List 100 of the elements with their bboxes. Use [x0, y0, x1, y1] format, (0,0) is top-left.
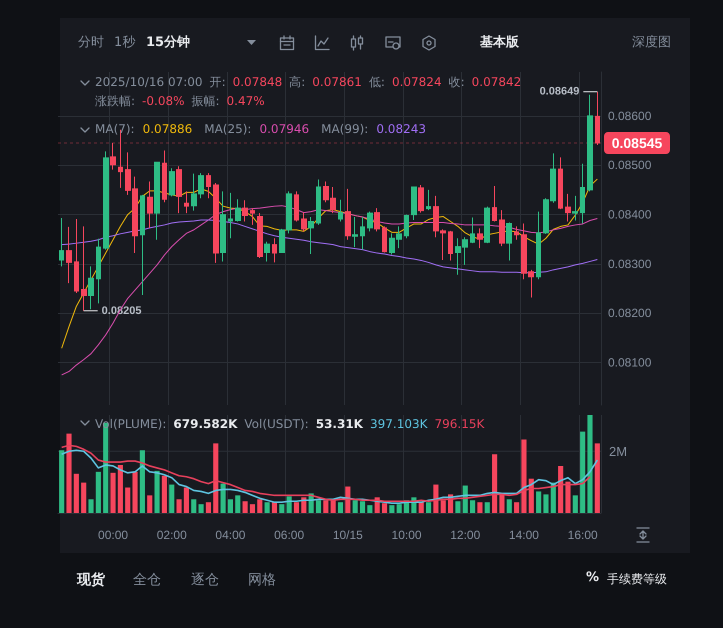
x-tick-label: 14:00: [508, 528, 540, 542]
candlestick: [250, 208, 255, 226]
x-tick-label: 04:00: [215, 528, 246, 542]
bar: [477, 502, 482, 513]
candlestick: [506, 222, 512, 261]
bar: [125, 488, 130, 513]
candlestick: [206, 172, 211, 199]
text: 现货: [77, 572, 105, 588]
text: 深度图: [632, 35, 671, 51]
candlestick: [374, 208, 380, 232]
bar: [580, 432, 586, 513]
bar: [382, 503, 388, 513]
bar: [338, 502, 344, 513]
text: 全仓: [133, 572, 161, 588]
annotation: Vol(PLUME):: [95, 417, 166, 431]
candlestick: [169, 168, 175, 197]
text: 分时: [78, 35, 104, 51]
candlestick: [294, 190, 299, 222]
annotation: 开:: [210, 75, 226, 89]
y-tick-label: 0.08100: [608, 356, 652, 370]
candlestick: [536, 211, 541, 280]
bar: [506, 499, 512, 513]
candlestick: [59, 218, 64, 267]
candlestick: [140, 194, 145, 296]
bar: [536, 491, 542, 513]
bar: [360, 501, 366, 513]
bar: [272, 502, 278, 513]
annotation: -0.08%: [142, 94, 184, 108]
line-series: [61, 205, 598, 376]
candlestick: [66, 226, 72, 284]
bar: [242, 501, 248, 513]
bar: [565, 482, 571, 513]
candlestick: [514, 226, 519, 240]
annotation: MA(99):: [321, 122, 368, 136]
bar: [389, 505, 394, 513]
bar: [169, 484, 174, 513]
candlestick: [565, 193, 571, 222]
text: 网格: [248, 572, 276, 588]
candlestick: [81, 226, 87, 312]
bar: [147, 495, 152, 513]
candlestick: [352, 216, 358, 248]
bar: [396, 504, 402, 513]
candlestick: [492, 185, 497, 222]
candlestick: [338, 199, 343, 222]
bar: [594, 443, 600, 513]
candlestick: [470, 217, 475, 244]
candlestick: [316, 179, 321, 226]
annotation: MA(7):: [95, 122, 135, 136]
candlestick: [367, 211, 373, 232]
candlestick: [580, 163, 585, 224]
bar: [316, 500, 322, 513]
candlestick: [154, 162, 160, 240]
candlestick: [404, 214, 409, 239]
bar: [88, 499, 94, 513]
annotation: 796.15K: [434, 417, 484, 431]
text: 基本版: [480, 35, 519, 51]
candlestick: [272, 238, 277, 263]
candlestick: [242, 200, 248, 222]
bar: [191, 499, 196, 513]
candlestick: [426, 189, 431, 211]
bar: [587, 415, 593, 513]
candlestick: [382, 226, 387, 254]
candlestick: [484, 206, 490, 244]
x-tick-label: 06:00: [274, 528, 304, 542]
bar: [96, 472, 101, 513]
bar: [440, 500, 446, 513]
bar: [470, 500, 476, 513]
y-tick-label: 0.08400: [608, 208, 652, 222]
candlestick: [110, 142, 116, 170]
bar: [352, 500, 358, 513]
bar: [257, 499, 262, 513]
annotation: 高:: [289, 75, 306, 89]
candlestick: [448, 230, 453, 261]
bar: [250, 504, 256, 513]
annotation: 679.582K: [173, 417, 238, 431]
candlestick: [499, 210, 505, 247]
bar: [455, 501, 460, 513]
bar: [492, 454, 498, 513]
text: 逐仓: [191, 572, 219, 588]
annotation: 397.103K: [370, 417, 428, 431]
bar: [543, 494, 549, 513]
bar: [66, 434, 72, 513]
candlestick: [411, 186, 417, 220]
candlestick: [257, 212, 263, 258]
bar: [235, 495, 240, 513]
annotation: 53.31K: [316, 417, 363, 431]
y-tick-label: 0.08600: [608, 108, 652, 123]
annotation: 0.08243: [376, 122, 426, 136]
annotation: 0.07946: [259, 122, 310, 136]
bar: [110, 472, 116, 513]
annotation: Vol(USDT):: [244, 417, 309, 431]
line-series: [61, 220, 598, 274]
x-tick-label: 00:00: [98, 528, 128, 542]
bar: [572, 495, 578, 513]
annotation: 低:: [368, 75, 385, 89]
text: 1秒: [114, 35, 136, 51]
candlestick: [345, 188, 351, 240]
x-tick-label: 16:00: [568, 528, 598, 542]
bar: [140, 450, 145, 513]
annotation: 0.07861: [312, 75, 362, 89]
